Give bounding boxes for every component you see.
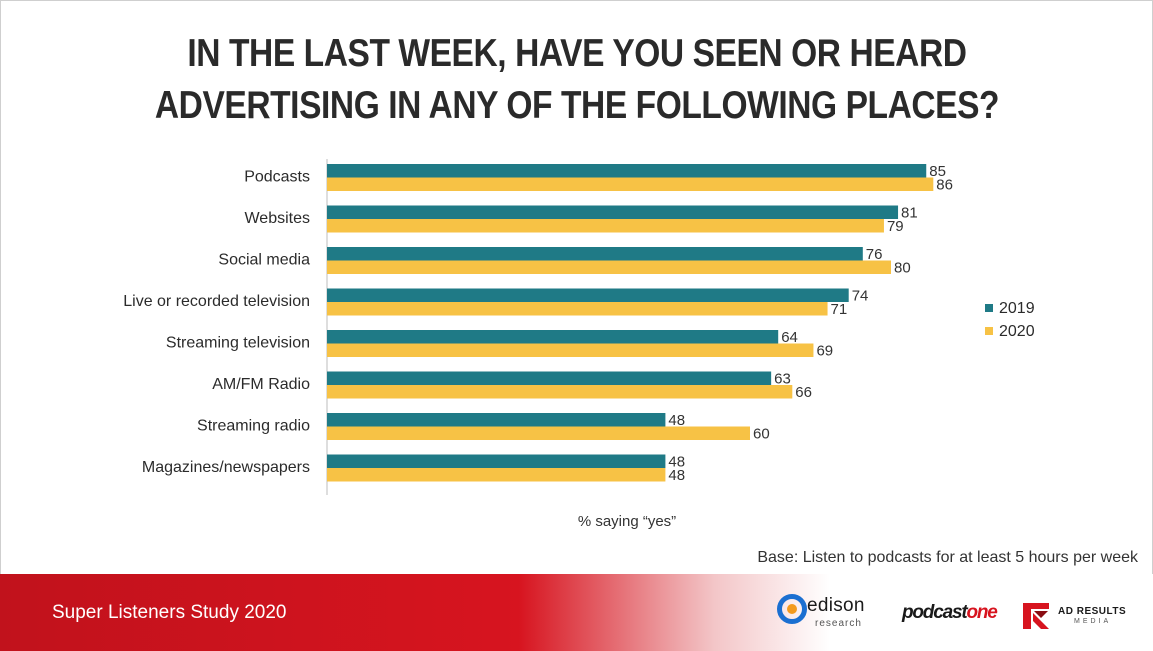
legend-swatch-2019 (985, 304, 993, 312)
legend-swatch-2020 (985, 327, 993, 335)
chart-title: In the last week, have you seen or heard… (81, 28, 1073, 132)
footer-banner: Super Listeners Study 2020 edison resear… (0, 574, 1153, 651)
x-axis-label: % saying “yes” (578, 513, 676, 530)
category-label: Social media (218, 252, 310, 269)
bar-2019-4 (327, 330, 779, 344)
edison-ring-icon (777, 594, 807, 624)
ad-results-subtext: MEDIA (1074, 618, 1112, 625)
category-label: Magazines/newspapers (142, 459, 310, 476)
data-label: 76 (866, 246, 883, 263)
category-label: Live or recorded television (123, 293, 310, 310)
podcastone-logo: podcastone (902, 602, 998, 632)
data-label: 71 (831, 301, 848, 318)
podcastone-wordmark-b: one (966, 602, 997, 623)
bar-2020-3 (327, 302, 828, 316)
data-label: 74 (852, 288, 869, 305)
bar-2020-7 (327, 468, 666, 482)
chart-title-line-2: advertising in any of the following plac… (154, 84, 1000, 127)
base-note: Base: Listen to podcasts for at least 5 … (757, 549, 1138, 566)
bar-2019-1 (327, 205, 899, 219)
edison-research-logo: edison research (775, 590, 875, 636)
bar-2020-2 (327, 260, 891, 274)
data-label: 64 (781, 329, 798, 346)
legend-entry: 2020 (999, 323, 1035, 340)
data-label: 48 (668, 467, 685, 484)
data-label: 63 (774, 371, 791, 388)
category-label: Streaming radio (197, 418, 310, 435)
category-label: Streaming television (166, 335, 310, 352)
category-label: Podcasts (244, 169, 310, 186)
data-label: 85 (929, 163, 946, 180)
data-label: 86 (936, 177, 953, 194)
data-label: 69 (816, 343, 833, 360)
data-label: 60 (753, 426, 770, 443)
data-label: 66 (795, 384, 812, 401)
study-title: Super Listeners Study 2020 (52, 602, 287, 623)
bar-2019-0 (327, 164, 927, 178)
bar-2019-5 (327, 371, 772, 385)
bar-2020-1 (327, 219, 884, 233)
bar-2020-0 (327, 177, 934, 191)
bar-2019-6 (327, 413, 666, 427)
data-label: 48 (668, 454, 685, 471)
chart-title-line-1: In the last week, have you seen or heard (187, 32, 967, 75)
legend-entry: 2019 (999, 300, 1035, 317)
ad-results-media-logo: AD RESULTS MEDIA (1020, 600, 1140, 636)
bar-2019-2 (327, 247, 863, 261)
data-label: 81 (901, 205, 918, 222)
bar-2020-6 (327, 426, 750, 440)
edison-subtext: research (815, 618, 862, 629)
podcastone-wordmark-a: podcast (902, 602, 968, 623)
bar-2020-4 (327, 343, 814, 357)
edison-wordmark: edison (807, 595, 865, 616)
bar-2020-5 (327, 385, 793, 399)
category-label: AM/FM Radio (212, 376, 310, 393)
data-label: 79 (887, 218, 904, 235)
ad-results-wordmark: AD RESULTS (1058, 606, 1127, 617)
bar-2019-7 (327, 454, 666, 468)
data-label: 48 (668, 412, 685, 429)
category-label: Websites (244, 210, 310, 227)
data-label: 80 (894, 260, 911, 277)
bar-2019-3 (327, 288, 849, 302)
ad-results-mark-icon (1023, 603, 1049, 629)
edison-dot-icon (787, 604, 797, 614)
